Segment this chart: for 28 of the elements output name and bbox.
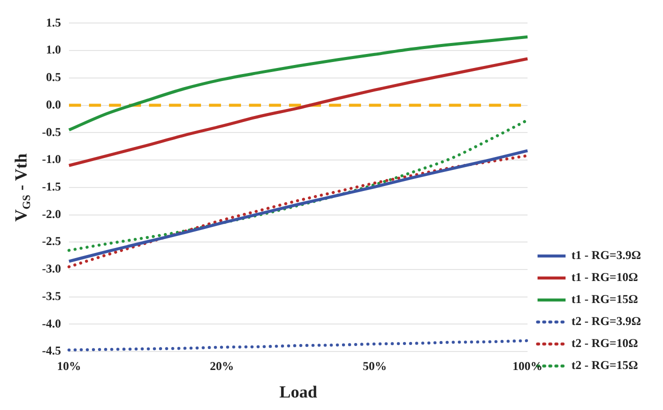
y-tick-label: -2.0 xyxy=(42,206,61,221)
legend-label: t2 - RG=3.9Ω xyxy=(572,314,642,328)
legend-label: t2 - RG=15Ω xyxy=(572,358,638,372)
x-tick-label: 10% xyxy=(56,358,81,373)
legend-label: t1 - RG=10Ω xyxy=(572,270,638,284)
y-axis-title: VGS - Vth xyxy=(11,152,33,222)
legend-label: t1 - RG=3.9Ω xyxy=(572,248,642,262)
x-tick-label: 50% xyxy=(362,358,387,373)
y-tick-label: 0.0 xyxy=(46,97,61,112)
line-series xyxy=(67,57,530,168)
y-tick-label: 1.0 xyxy=(46,42,61,57)
y-tick-label: -4.0 xyxy=(42,316,61,330)
y-tick-label: -0.5 xyxy=(42,124,61,139)
x-axis-title: Load xyxy=(279,382,318,402)
y-tick-label: -1.5 xyxy=(42,179,61,194)
y-tick-label: 1.5 xyxy=(46,15,61,30)
y-tick-label: -3.0 xyxy=(42,262,61,276)
y-tick-label: -2.5 xyxy=(42,234,61,248)
line-series xyxy=(67,35,530,132)
y-tick-label: -4.5 xyxy=(42,344,61,358)
y-tick-label: 0.5 xyxy=(46,70,61,84)
line-series xyxy=(67,339,530,352)
x-tick-label: 20% xyxy=(210,358,234,373)
y-tick-label: -3.5 xyxy=(42,288,61,303)
x-tick-label: 100% xyxy=(512,358,543,373)
legend-label: t2 - RG=10Ω xyxy=(572,336,638,350)
legend-label: t1 - RG=15Ω xyxy=(572,292,638,306)
y-tick-label: -1.0 xyxy=(42,152,61,166)
